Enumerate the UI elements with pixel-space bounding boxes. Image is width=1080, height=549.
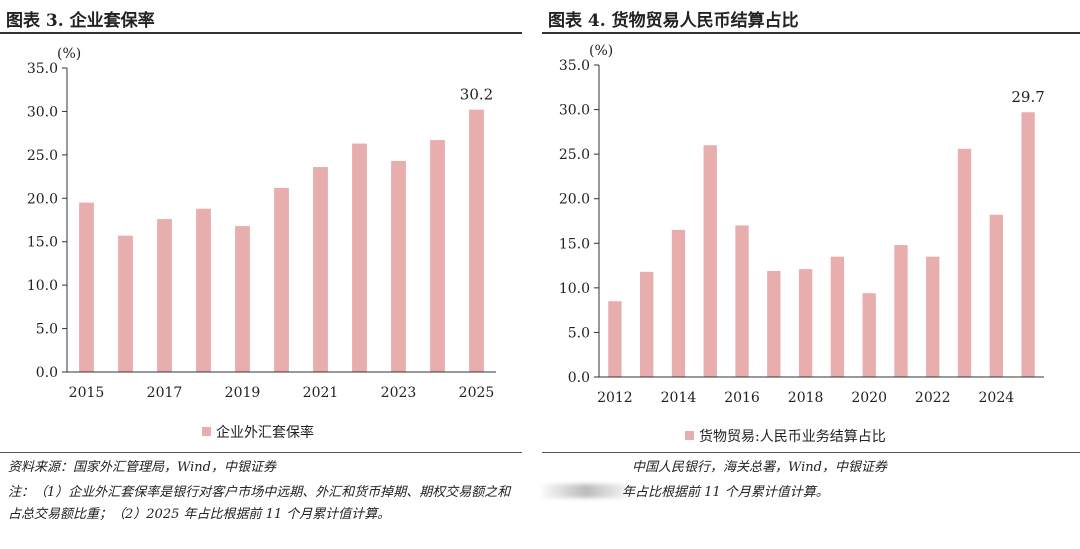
y-tick-label: 10.0 [27,278,58,294]
bar-2022 [926,256,940,377]
y-tick-label: 20.0 [27,191,58,207]
bar-2020 [862,293,876,377]
bar-2015 [703,145,717,377]
x-tick-label: 2021 [303,385,339,401]
x-tick-label: 2016 [724,390,760,406]
bar-2025 [469,109,484,372]
x-tick-label: 2020 [851,390,887,406]
y-tick-label: 30.0 [559,103,590,119]
x-tick-label: 2023 [381,385,417,401]
source-rule [0,452,522,453]
bar-2015 [79,202,94,372]
legend: 企业外汇套保率 [202,424,314,441]
panel-hedging-ratio: 图表 3. 企业套保率 (%) 0.0 5.0 10.0 15.0 20.0 25.0 30.… [0,0,522,549]
source-text: 中国人民银行，海关总署，Wind，中银证券 [632,460,887,475]
bar-2016 [735,225,749,377]
x-tick-label: 2012 [597,390,633,406]
y-axis-label: (%) [57,46,81,62]
bar-2017 [767,270,781,377]
x-tick-label: 2014 [661,390,697,406]
footnote-text: 年占比根据前 11 个月累计值计算。 [622,485,829,500]
panel-rmb-settlement: 图表 4. 货物贸易人民币结算占比 (%) 0.0 5.0 10.0 15.0 20.0 2… [542,0,1080,549]
y-tick-label: 5.0 [568,325,590,341]
footnote-text: 注：（1）企业外汇套保率是银行对客户市场中远期、外汇和货币掉期、期权交易额之和占… [8,485,511,522]
redacted-text [542,484,630,498]
y-tick-label: 20.0 [559,192,590,208]
y-tick-label: 15.0 [559,236,590,252]
bar-2014 [671,229,686,377]
source-rule [542,452,1080,453]
chart-title: 图表 3. 企业套保率 [6,11,155,31]
bar-2012 [608,301,622,377]
bar-2025 [1021,112,1035,377]
legend: 货物贸易:人民币业务结算占比 [685,428,886,445]
y-tick-label: 30.0 [27,104,58,120]
y-tick-label: 35.0 [559,58,590,74]
bar-2023 [957,148,972,377]
legend-label: 货物贸易:人民币业务结算占比 [699,428,886,445]
y-tick-label: 0.0 [568,370,590,386]
bar-2022 [352,143,367,372]
data-label: 29.7 [1011,88,1044,106]
bar-2021 [894,245,908,377]
x-tick-label: 2018 [788,390,824,406]
legend-swatch [685,431,694,440]
bar-chart-hedging-ratio: (%) 0.0 5.0 10.0 15.0 20.0 25.0 30.0 35.0 2015 201… [27,46,496,441]
bar-2019 [235,226,250,372]
bar-2013 [640,271,654,377]
bar-chart-rmb-settlement: (%) 0.0 5.0 10.0 15.0 20.0 25.0 30.0 35.0 2012 201… [559,43,1045,445]
y-tick-label: 10.0 [559,281,590,297]
legend-label: 企业外汇套保率 [216,424,314,441]
bar-2024 [430,140,445,372]
x-tick-label: 2025 [459,385,495,401]
y-tick-label: 25.0 [27,148,58,164]
chart-title: 图表 4. 货物贸易人民币结算占比 [548,11,799,31]
y-tick-label: 35.0 [27,61,58,77]
bar-2024 [989,214,1003,377]
y-tick-label: 0.0 [36,365,58,381]
bar-2018 [196,208,211,372]
bar-2018 [798,269,813,377]
title-rule [542,32,1080,34]
y-tick-label: 5.0 [36,322,58,338]
y-tick-label: 25.0 [559,147,590,163]
bar-2020 [274,187,289,372]
title-rule [0,32,522,34]
bar-2021 [313,167,328,372]
source-text: 资料来源：国家外汇管理局，Wind，中银证券 [8,460,276,475]
x-tick-label: 2015 [69,385,105,401]
y-tick-label: 15.0 [27,235,58,251]
legend-swatch [202,427,211,436]
y-axis-label: (%) [589,43,613,59]
bar-2019 [830,256,845,377]
x-tick-label: 2022 [915,390,951,406]
x-tick-label: 2024 [979,390,1015,406]
bar-2023 [391,160,406,372]
bar-2017 [157,219,172,372]
bar-2016 [118,235,133,372]
data-label: 30.2 [460,86,493,104]
x-tick-label: 2017 [147,385,183,401]
x-tick-label: 2019 [225,385,261,401]
